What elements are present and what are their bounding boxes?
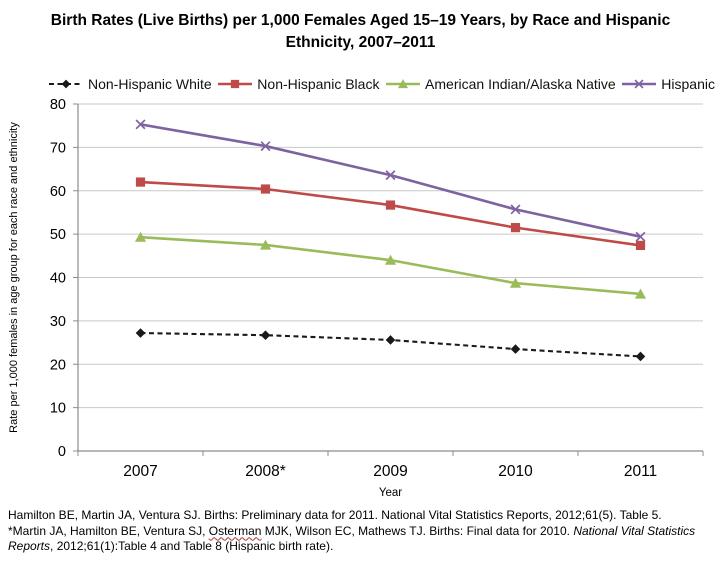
legend-marker-diamond-icon [49, 79, 83, 89]
x-tick-label: 2008* [245, 463, 286, 480]
y-tick-label: 20 [50, 357, 66, 373]
marker-square [385, 200, 396, 210]
footnote-line3: Reports, 2012;61(1):Table 4 and Table 8 … [8, 539, 334, 553]
legend-item-non-hispanic-white: Non-Hispanic White [48, 76, 212, 92]
legend-label: Non-Hispanic Black [257, 76, 380, 92]
chart-title-line1: Birth Rates (Live Births) per 1,000 Fema… [50, 12, 671, 29]
legend-marker-x-icon [622, 79, 657, 89]
y-axis-title: Rate per 1,000 females in age group for … [8, 122, 20, 433]
marker-square [635, 240, 646, 251]
marker-triangle [134, 231, 147, 242]
y-tick-label: 30 [50, 314, 66, 330]
marker-x [385, 170, 396, 181]
marker-x [635, 231, 646, 242]
series-line-non-hispanic-black [140, 180, 641, 247]
x-tick-label: 2010 [498, 463, 533, 480]
y-tick-label: 50 [50, 227, 66, 243]
marker-square [231, 79, 240, 89]
x-tick-label: 2009 [373, 463, 407, 480]
y-tick-label: 0 [58, 444, 66, 460]
legend-item-non-hispanic-black: Non-Hispanic Black [217, 76, 379, 92]
legend-label: Hispanic [661, 76, 715, 92]
legend-label: Non-Hispanic White [88, 76, 212, 92]
marker-x [634, 79, 644, 89]
chart-title-line2: Ethnicity, 2007–2011 [285, 34, 436, 51]
marker-triangle [259, 239, 272, 250]
x-tick-label: 2011 [624, 463, 657, 480]
marker-triangle [398, 79, 409, 89]
journal-name-italic-cont: Reports [8, 539, 51, 553]
osterman-spellcheck-underline: Osterman [208, 523, 262, 538]
y-tick-label: 80 [50, 97, 66, 113]
marker-x [260, 141, 271, 152]
marker-diamond [135, 328, 146, 338]
y-tick-label: 10 [50, 401, 66, 417]
marker-diamond [510, 344, 521, 354]
x-tick-label: 2007 [123, 463, 157, 480]
marker-square [510, 223, 521, 233]
y-tick-label: 70 [50, 140, 66, 156]
series-line-american-indian-alaska-native [140, 235, 641, 296]
chart-title: Birth Rates (Live Births) per 1,000 Fema… [0, 10, 721, 54]
marker-triangle [384, 254, 397, 265]
marker-x [510, 204, 521, 215]
x-axis-title: Year [379, 487, 402, 499]
footnote-line1: Hamilton BE, Martin JA, Ventura SJ. Birt… [8, 508, 662, 522]
marker-diamond [260, 330, 271, 340]
marker-diamond [385, 335, 396, 345]
legend-item-american-indian-alaska-native: American Indian/Alaska Native [385, 76, 616, 92]
legend-item-hispanic: Hispanic [621, 76, 715, 92]
marker-square [135, 177, 146, 187]
marker-square [260, 184, 271, 194]
footnote-line2: *Martin JA, Hamilton BE, Ventura SJ, Ost… [8, 523, 696, 538]
legend-marker-square-icon [218, 79, 253, 89]
marker-diamond [635, 351, 646, 362]
y-tick-label: 60 [50, 184, 66, 200]
series-line-hispanic [140, 123, 641, 238]
source-notes: Hamilton BE, Martin JA, Ventura SJ. Birt… [8, 508, 718, 555]
legend-marker-triangle-icon [386, 79, 421, 89]
marker-x [135, 119, 146, 130]
journal-name-italic: National Vital Statistics [573, 523, 696, 538]
legend-label: American Indian/Alaska Native [425, 76, 616, 92]
y-tick-label: 40 [50, 271, 66, 287]
marker-triangle [634, 288, 647, 299]
marker-triangle [509, 277, 522, 288]
chart-legend: Non-Hispanic White Non-Hispanic Black Amer… [48, 74, 715, 94]
